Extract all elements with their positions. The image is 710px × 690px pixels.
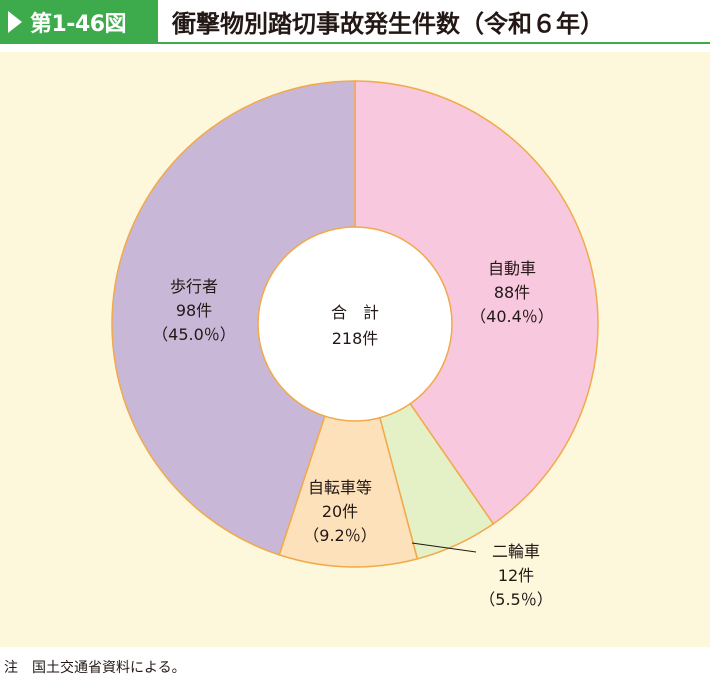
pie-slice-3 <box>278 321 419 568</box>
slices-group <box>111 80 599 568</box>
triangle-arrow-icon <box>8 11 22 33</box>
figure-title: 衝撃物別踏切事故発生件数（令和６年） <box>158 0 710 44</box>
chart-panel: 自動車 88件 （40.4％） 二輪車 12件 （5.5％） 自転車等 20件 （9.2％） 歩行… <box>0 52 710 647</box>
slice-4-value-label: 98件 <box>176 301 212 320</box>
note-prefix: 注 <box>4 660 18 676</box>
figure-header: 第1-46図 衝撃物別踏切事故発生件数（令和６年） <box>0 0 710 44</box>
slice-4-percent-label: （45.0％） <box>152 325 236 344</box>
donut-hole <box>257 226 453 422</box>
pie-slice-4 <box>111 80 356 556</box>
slice-2-percent-label: （5.5％） <box>479 590 552 609</box>
note-text: 国土交通省資料による。 <box>32 660 186 676</box>
center-label-total: 218件 <box>332 329 379 348</box>
slice-3-percent-label: （9.2％） <box>303 526 376 545</box>
slice-1-value-label: 88件 <box>494 283 530 302</box>
figure-number-tag: 第1-46図 <box>0 0 158 44</box>
slice-2-value-label: 12件 <box>498 566 534 585</box>
leader-line-slice-1 <box>411 542 477 553</box>
slice-labels: 自動車 88件 （40.4％） 二輪車 12件 （5.5％） 自転車等 20件 （9.2％） 歩行… <box>152 259 554 609</box>
figure-number: 第1-46図 <box>30 12 127 37</box>
source-note: 注国土交通省資料による。 <box>4 657 704 677</box>
donut-chart: 自動車 88件 （40.4％） 二輪車 12件 （5.5％） 自転車等 20件 （9.2％） 歩行… <box>111 80 599 609</box>
slice-1-name-label: 自動車 <box>488 259 536 278</box>
slice-1-percent-label: （40.4％） <box>470 307 554 326</box>
slice-4-name-label: 歩行者 <box>170 277 218 296</box>
pie-slice-1 <box>354 80 599 525</box>
slice-3-name-label: 自転車等 <box>308 478 372 497</box>
slice-3-value-label: 20件 <box>322 502 358 521</box>
slice-2-name-label: 二輪車 <box>492 542 540 561</box>
center-label-title: 合 計 <box>331 303 379 322</box>
